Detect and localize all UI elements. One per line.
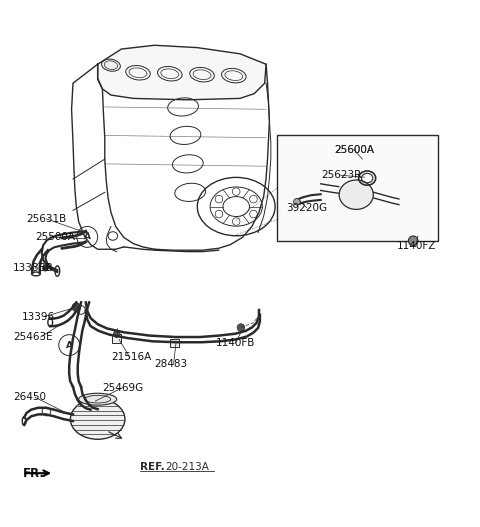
Ellipse shape	[108, 232, 118, 240]
Text: A: A	[84, 232, 91, 241]
Text: 25500A: 25500A	[35, 232, 75, 242]
Circle shape	[294, 199, 300, 205]
Bar	[170, 339, 179, 347]
Text: 20-213A: 20-213A	[165, 462, 209, 472]
Bar	[277, 135, 438, 241]
Ellipse shape	[48, 318, 53, 327]
Circle shape	[43, 266, 48, 271]
Circle shape	[237, 324, 245, 331]
Circle shape	[113, 331, 120, 337]
Circle shape	[232, 188, 240, 196]
Text: REF.: REF.	[140, 462, 165, 472]
Text: 25600A: 25600A	[334, 144, 374, 154]
Circle shape	[59, 335, 80, 356]
Circle shape	[250, 196, 257, 203]
Text: 1338BB: 1338BB	[13, 264, 54, 273]
Text: 25600A: 25600A	[334, 144, 374, 154]
Circle shape	[215, 210, 223, 218]
Circle shape	[250, 210, 257, 218]
Text: 1140FZ: 1140FZ	[396, 241, 436, 251]
Bar	[112, 334, 121, 343]
Circle shape	[77, 227, 97, 247]
Circle shape	[215, 196, 223, 203]
Polygon shape	[97, 45, 266, 100]
Text: 25469G: 25469G	[102, 383, 144, 393]
Text: 39220G: 39220G	[287, 202, 328, 212]
Text: 25463E: 25463E	[13, 332, 53, 342]
Circle shape	[408, 236, 418, 246]
Ellipse shape	[22, 417, 26, 425]
Ellipse shape	[55, 266, 60, 276]
Text: A: A	[66, 340, 72, 349]
Circle shape	[232, 218, 240, 226]
Text: 1140FB: 1140FB	[216, 338, 255, 348]
Ellipse shape	[32, 272, 40, 276]
Text: 25631B: 25631B	[26, 214, 67, 224]
Circle shape	[72, 303, 81, 311]
Text: 26450: 26450	[13, 392, 46, 402]
Text: 21516A: 21516A	[111, 353, 151, 363]
Text: 25623R: 25623R	[322, 170, 362, 180]
Text: 13396: 13396	[22, 311, 55, 321]
Text: FR.: FR.	[23, 467, 45, 480]
Ellipse shape	[339, 180, 373, 209]
Ellipse shape	[79, 393, 117, 405]
Text: 28483: 28483	[155, 359, 188, 369]
Ellipse shape	[71, 399, 125, 440]
Ellipse shape	[102, 59, 120, 71]
